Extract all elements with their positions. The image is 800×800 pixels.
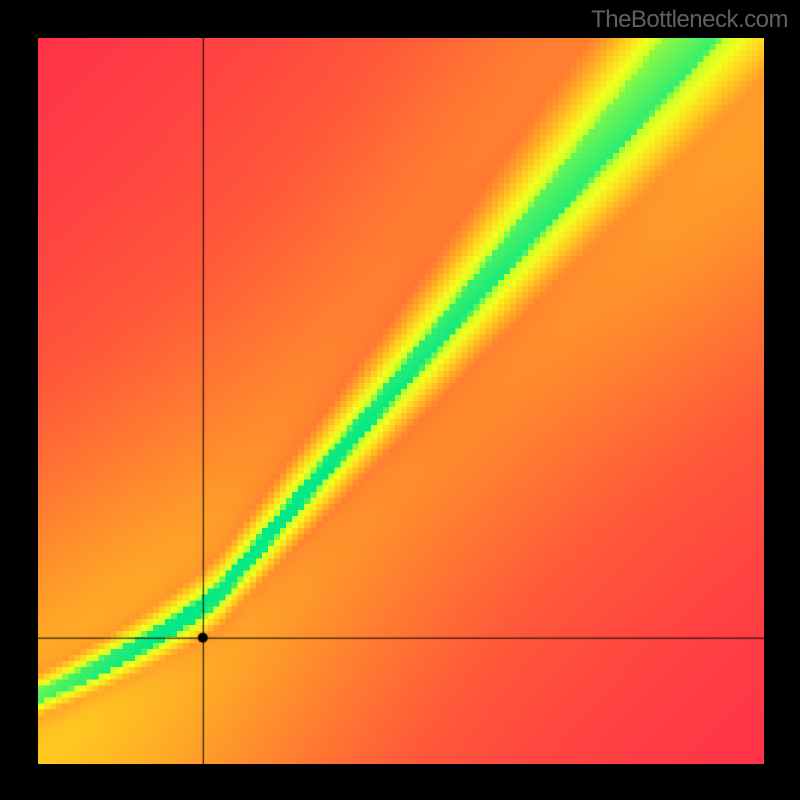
bottleneck-heatmap bbox=[38, 38, 764, 764]
chart-container: TheBottleneck.com bbox=[0, 0, 800, 800]
watermark-text: TheBottleneck.com bbox=[591, 6, 788, 34]
